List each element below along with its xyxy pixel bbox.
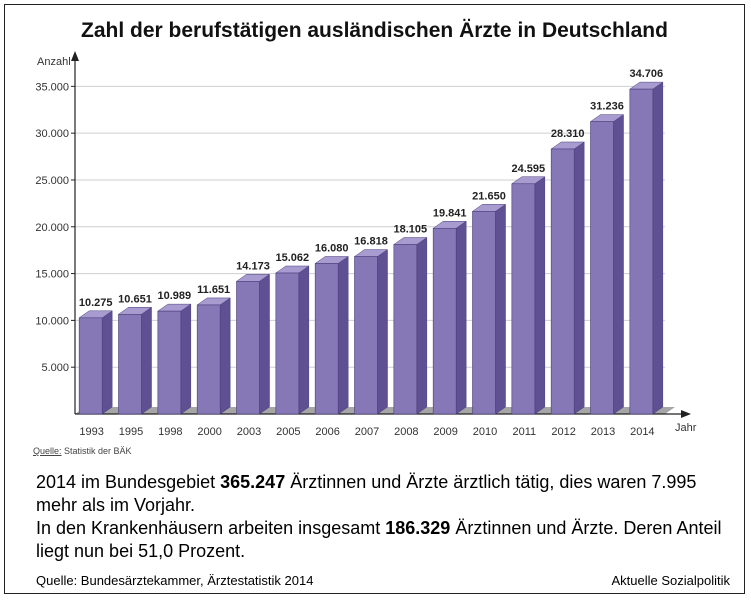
bar: [590, 121, 614, 415]
bar-side: [337, 255, 349, 415]
x-tick-label: 2008: [394, 426, 418, 438]
data-label: 24.595: [512, 163, 546, 175]
x-tick-label: 2011: [513, 426, 537, 438]
bar-side: [613, 114, 624, 415]
description-line-2-number: 186.329: [385, 518, 451, 538]
chart-title: Zahl der berufstätigen ausländischen Ärz…: [81, 19, 668, 42]
footer-source: Quelle: Bundesärztekammer, Ärztestatisti…: [36, 573, 314, 588]
description-line-2: In den Krankenhäusern arbeiten insgesamt…: [36, 517, 736, 563]
bar: [354, 256, 378, 415]
bar: [472, 211, 496, 415]
y-tick-label: 30.000: [35, 128, 69, 140]
y-axis-arrow: [71, 51, 79, 61]
bar-chart: 5.000 10.000 15.000 20.000 25.000 30.000 35.00…: [35, 51, 697, 438]
y-tick-label: 35.000: [35, 81, 69, 93]
data-label: 31.236: [590, 101, 624, 113]
bar: [275, 272, 300, 415]
y-tick-label: 25.000: [35, 175, 69, 187]
x-tick-label: 2010: [473, 426, 497, 438]
data-label: 11.651: [197, 284, 230, 296]
y-tick-label: 15.000: [35, 269, 69, 281]
bar-side: [141, 306, 152, 415]
x-axis-label: Jahr: [675, 422, 697, 434]
x-tick-label: 2013: [591, 426, 615, 438]
bar: [393, 244, 418, 415]
x-tick-label: 1995: [119, 426, 143, 438]
bar: [78, 317, 103, 415]
description-line-2-pre: In den Krankenhäusern arbeiten insgesamt: [36, 518, 386, 538]
bar-side: [495, 203, 506, 415]
bar: [157, 310, 182, 415]
bar: [196, 304, 221, 415]
x-tick-label: 2006: [315, 426, 339, 438]
bar-side: [652, 81, 664, 415]
x-tick-label: 2009: [433, 426, 457, 438]
x-tick-label: 2012: [551, 426, 575, 438]
chart-source-prefix: Quelle:: [33, 446, 62, 456]
data-label: 15.062: [276, 252, 310, 264]
bar-side: [573, 141, 585, 415]
bar: [432, 227, 457, 415]
bar-side: [377, 249, 388, 415]
description-line-1-pre: 2014 im Bundesgebiet: [36, 472, 221, 492]
x-tick-label: 1993: [79, 426, 103, 438]
data-label: 10.989: [158, 290, 192, 302]
x-tick-label: 2007: [355, 426, 379, 438]
footer-brand: Aktuelle Sozialpolitik: [611, 573, 730, 588]
description-line-1: 2014 im Bundesgebiet 365.247 Ärztinnen u…: [36, 471, 736, 517]
infographic-frame: Zahl der berufstätigen ausländischen Ärz…: [4, 4, 745, 594]
data-label: 10.651: [118, 293, 152, 305]
data-label: 16.818: [354, 236, 388, 248]
x-tick-label: 1998: [158, 426, 182, 438]
description-line-1-number: 365.247: [220, 472, 286, 492]
description-line-1-post: Ärztinnen und Ärzte ärztlich tätig, dies…: [36, 472, 697, 515]
y-tick-label: 5.000: [41, 362, 69, 374]
description-text: 2014 im Bundesgebiet 365.247 Ärztinnen u…: [36, 471, 736, 563]
chart-source-text: Statistik der BÄK: [61, 446, 132, 456]
y-axis-label: Anzahl: [37, 56, 71, 68]
y-tick-label: 10.000: [35, 315, 69, 327]
data-label: 19.841: [433, 207, 467, 219]
x-tick-label: 2014: [630, 426, 654, 438]
x-tick-label: 2005: [276, 426, 300, 438]
bar: [118, 313, 142, 415]
x-tick-label: 2000: [197, 426, 221, 438]
bar: [511, 183, 536, 415]
data-label: 10.275: [79, 297, 113, 309]
data-label: 14.173: [236, 260, 270, 272]
bar-side: [455, 220, 467, 415]
data-label: 21.650: [472, 190, 506, 202]
description-line-2-post: Ärztinnen und Ärzte. Deren Anteil liegt …: [36, 518, 722, 561]
bar-side: [219, 297, 231, 415]
data-label: 28.310: [551, 128, 585, 140]
bar-side: [259, 273, 270, 415]
bar-side: [298, 265, 310, 415]
bar-side: [416, 237, 428, 415]
data-label: 16.080: [315, 242, 349, 254]
bar-side: [180, 303, 192, 415]
y-tick-label: 20.000: [35, 222, 69, 234]
x-axis-arrow: [681, 410, 691, 418]
bar: [236, 281, 260, 415]
x-tick-label: 2003: [237, 426, 261, 438]
bar-side: [101, 310, 113, 415]
bar: [314, 263, 339, 415]
bar-side: [534, 176, 546, 415]
data-label: 34.706: [630, 68, 664, 80]
bar: [629, 88, 654, 415]
bar: [550, 148, 575, 415]
chart-source: Quelle: Statistik der BÄK: [33, 446, 132, 456]
data-label: 18.105: [394, 224, 428, 236]
